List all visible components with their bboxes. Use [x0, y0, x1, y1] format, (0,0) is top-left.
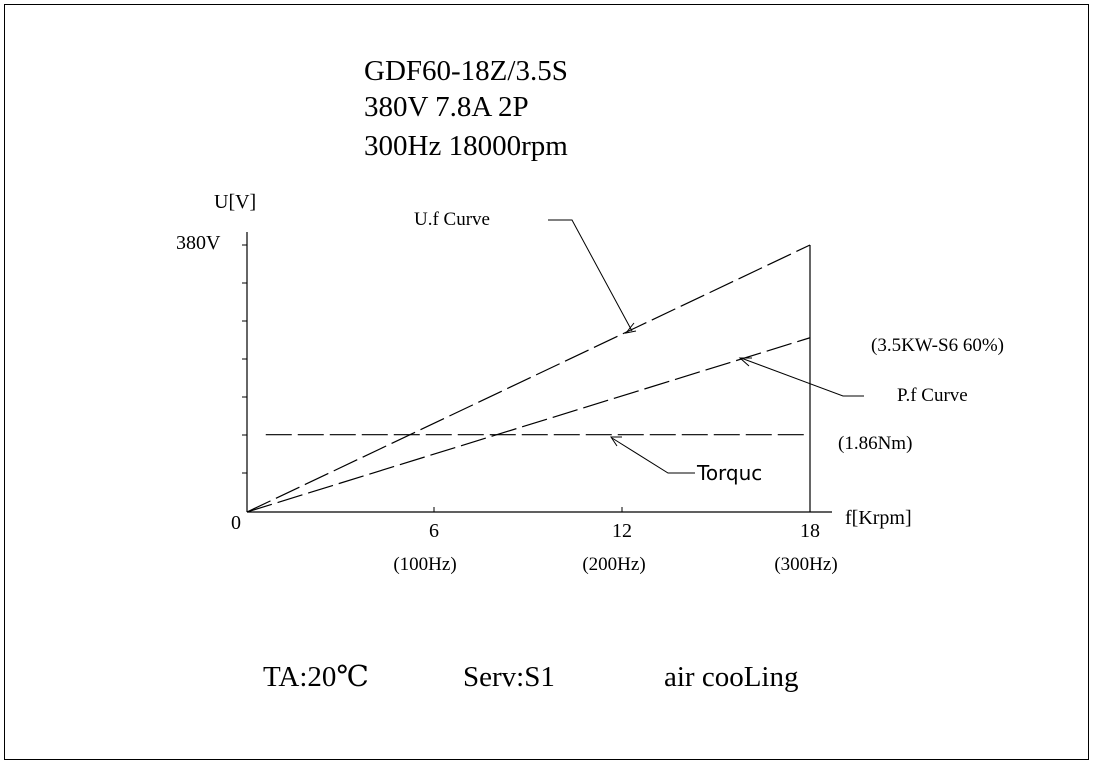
torque-leader — [611, 437, 695, 474]
duty-cycle: Serv:S1 — [463, 661, 555, 693]
uf-curve-line — [246, 244, 811, 513]
x-subtick-300hz: (300Hz) — [774, 554, 837, 575]
x-axis-label: f[Krpm] — [845, 507, 912, 529]
x-tick-18: 18 — [800, 520, 820, 542]
model-title: GDF60-18Z/3.5S — [364, 55, 568, 87]
pf-curve-line — [246, 337, 811, 513]
x-tick-6: 6 — [429, 520, 439, 542]
drawing-frame — [4, 4, 1089, 760]
torque-annotation: (1.86Nm) — [838, 433, 912, 454]
y-axis-label: U[V] — [214, 191, 256, 213]
x-subtick-200hz: (200Hz) — [582, 554, 645, 575]
uf-leader — [548, 219, 633, 332]
torque-label: Torquc — [696, 461, 762, 485]
uf-curve-label: U.f Curve — [414, 209, 490, 230]
x-subtick-100hz: (100Hz) — [393, 554, 456, 575]
x-ticks — [433, 507, 623, 512]
origin-label: 0 — [231, 512, 241, 534]
power-annotation: (3.5KW-S6 60%) — [871, 335, 1004, 356]
y-tick-380: 380V — [176, 232, 221, 254]
speed-spec: 300Hz 18000rpm — [364, 130, 568, 162]
electrical-spec: 380V 7.8A 2P — [364, 91, 529, 123]
pf-arrowhead — [738, 357, 752, 367]
ambient-temp: TA:20℃ — [263, 661, 369, 693]
pf-curve-label: P.f Curve — [897, 385, 968, 406]
cooling-method: air cooLing — [664, 661, 798, 693]
x-tick-12: 12 — [612, 520, 632, 542]
uf-arrowhead — [624, 322, 637, 334]
pf-leader — [740, 357, 864, 397]
torque-arrowhead — [610, 436, 622, 447]
y-minor-ticks — [242, 244, 247, 474]
